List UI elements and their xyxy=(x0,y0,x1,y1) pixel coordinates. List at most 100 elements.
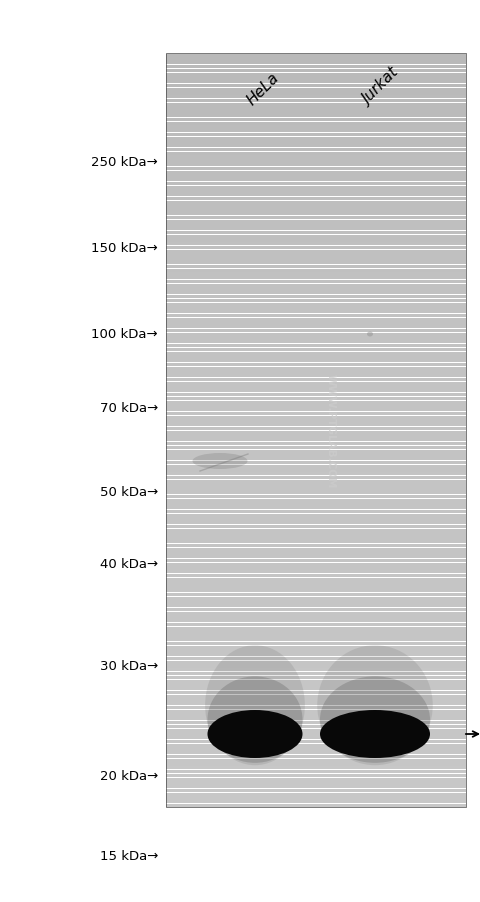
Bar xyxy=(166,774,466,778)
Bar xyxy=(166,722,466,724)
Bar xyxy=(166,187,466,189)
Bar xyxy=(166,608,466,612)
Bar xyxy=(166,156,466,160)
Bar xyxy=(166,133,466,137)
Bar xyxy=(166,559,466,563)
Bar xyxy=(166,571,466,574)
Bar xyxy=(166,85,466,88)
Bar xyxy=(166,345,466,348)
Bar xyxy=(166,502,466,506)
Bar xyxy=(166,710,466,713)
Bar xyxy=(166,341,466,344)
Bar xyxy=(166,348,466,352)
Bar xyxy=(166,461,466,465)
Bar xyxy=(166,288,466,291)
Bar xyxy=(166,575,466,577)
Bar xyxy=(166,740,466,743)
Bar xyxy=(166,548,466,551)
Bar xyxy=(166,243,466,246)
Bar xyxy=(166,292,466,295)
Bar xyxy=(166,183,466,186)
Bar xyxy=(166,262,466,265)
Bar xyxy=(166,277,466,280)
Bar xyxy=(166,246,466,250)
Bar xyxy=(166,616,466,619)
Bar xyxy=(166,130,466,133)
Bar xyxy=(166,137,466,141)
Bar xyxy=(166,443,466,446)
Bar xyxy=(166,213,466,216)
Bar xyxy=(166,736,466,740)
Bar xyxy=(166,307,466,310)
Bar xyxy=(166,582,466,585)
Bar xyxy=(166,54,466,807)
Bar xyxy=(166,540,466,544)
Bar xyxy=(166,198,466,201)
Bar xyxy=(166,334,466,336)
Bar xyxy=(166,748,466,750)
Bar xyxy=(166,556,466,558)
Text: 15 kDa→: 15 kDa→ xyxy=(100,849,158,861)
Bar xyxy=(166,270,466,272)
Ellipse shape xyxy=(205,646,305,766)
Bar xyxy=(166,179,466,182)
Bar xyxy=(166,525,466,529)
Bar xyxy=(166,81,466,84)
Bar xyxy=(166,206,466,208)
Bar xyxy=(166,107,466,111)
Bar xyxy=(166,786,466,788)
Bar xyxy=(166,318,466,321)
Bar xyxy=(166,563,466,566)
Bar xyxy=(166,706,466,709)
Text: 250 kDa→: 250 kDa→ xyxy=(91,156,158,170)
Bar xyxy=(166,379,466,382)
Bar xyxy=(166,469,466,472)
Bar xyxy=(166,160,466,163)
Bar xyxy=(166,695,466,698)
Bar xyxy=(166,326,466,329)
Bar xyxy=(166,594,466,596)
Text: 20 kDa→: 20 kDa→ xyxy=(100,769,158,782)
Bar xyxy=(166,751,466,755)
Bar xyxy=(166,360,466,363)
Bar xyxy=(166,397,466,400)
Bar xyxy=(166,356,466,359)
Bar xyxy=(166,175,466,179)
Bar xyxy=(166,374,466,378)
Ellipse shape xyxy=(192,454,248,469)
Bar xyxy=(166,115,466,118)
Bar xyxy=(166,88,466,92)
Bar xyxy=(166,254,466,257)
Bar xyxy=(166,284,466,288)
Bar xyxy=(166,55,466,58)
Bar xyxy=(166,533,466,536)
Bar xyxy=(166,759,466,762)
Bar xyxy=(166,642,466,645)
Bar xyxy=(166,390,466,393)
Bar xyxy=(166,635,466,638)
Bar xyxy=(166,612,466,615)
Bar xyxy=(166,431,466,435)
Text: 50 kDa→: 50 kDa→ xyxy=(100,486,158,499)
Bar xyxy=(166,627,466,630)
Bar xyxy=(166,59,466,61)
Bar xyxy=(166,518,466,521)
Bar xyxy=(166,322,466,326)
Bar xyxy=(166,367,466,371)
Bar xyxy=(166,492,466,494)
Bar xyxy=(166,578,466,582)
Bar xyxy=(166,299,466,303)
Bar xyxy=(166,639,466,641)
Bar xyxy=(166,194,466,198)
Bar xyxy=(166,698,466,702)
Bar xyxy=(166,755,466,759)
Bar xyxy=(166,251,466,253)
Bar xyxy=(166,303,466,307)
Bar xyxy=(166,488,466,491)
Bar xyxy=(166,412,466,416)
Bar xyxy=(166,473,466,476)
Text: 100 kDa→: 100 kDa→ xyxy=(91,328,158,341)
Bar xyxy=(166,687,466,691)
Bar xyxy=(166,529,466,532)
Bar xyxy=(166,778,466,781)
